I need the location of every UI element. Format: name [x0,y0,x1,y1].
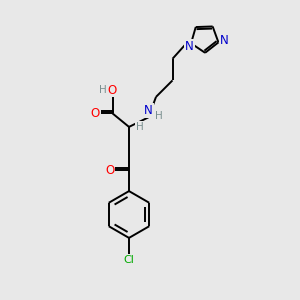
Text: N: N [220,34,228,47]
Text: N: N [185,40,194,53]
Text: O: O [108,83,117,97]
Text: H: H [99,85,107,95]
Text: H: H [136,122,143,132]
Text: H: H [155,111,163,121]
Text: O: O [91,107,100,120]
Text: Cl: Cl [124,255,134,265]
Text: N: N [144,104,153,117]
Text: O: O [105,164,114,177]
